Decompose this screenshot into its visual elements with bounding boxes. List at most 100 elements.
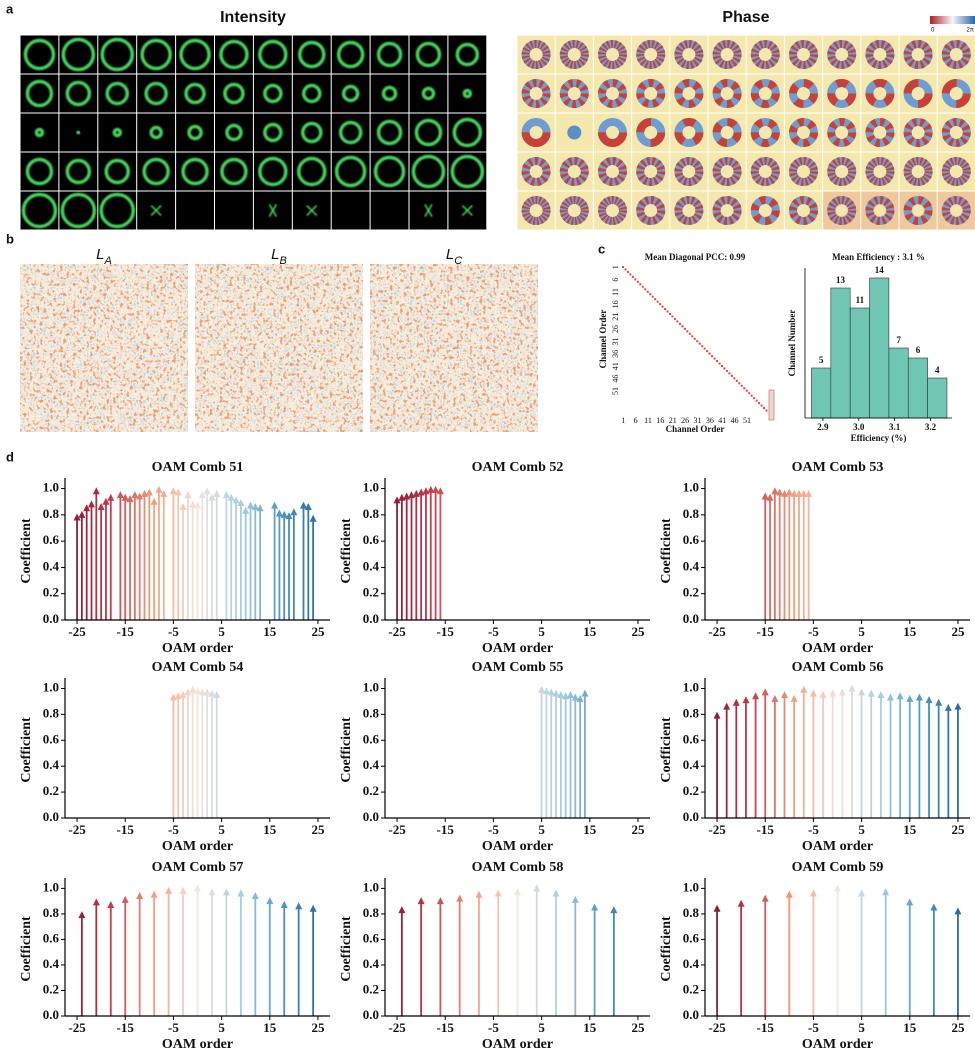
heatmap-diagonal-cell — [693, 337, 696, 340]
intensity-cell — [98, 35, 137, 74]
y-axis-label: Channel Order — [598, 310, 608, 369]
stem-marker — [203, 487, 211, 495]
stem-marker — [198, 688, 206, 696]
intensity-ring — [455, 42, 480, 67]
colorbar-label: 2π — [967, 28, 974, 34]
x-tick-label: 5 — [218, 1020, 225, 1035]
mask-title-sub: B — [280, 255, 287, 267]
intensity-ring — [301, 121, 323, 144]
stem-marker — [713, 711, 721, 719]
stem-marker — [944, 703, 952, 711]
intensity-cell — [370, 35, 409, 74]
mask-texture — [370, 264, 538, 432]
y-tick-label: 0.0 — [363, 1007, 379, 1022]
stem-marker — [107, 493, 115, 501]
x-tick-label: -15 — [757, 624, 775, 639]
phase-ring — [750, 157, 780, 186]
phase-ring — [521, 196, 551, 225]
y-axis-label: Coefficient — [339, 916, 354, 982]
phase-core — [645, 88, 657, 99]
phase-ring — [712, 118, 742, 147]
stem-marker — [848, 684, 856, 692]
intensity-ring — [297, 156, 327, 187]
x-tick-label: -25 — [708, 1020, 726, 1035]
stem-marker — [576, 694, 584, 702]
heatmap-diagonal-cell — [733, 377, 736, 380]
intensity-lobe — [461, 204, 473, 217]
panel-title: Intensity — [220, 9, 286, 26]
phase-core — [721, 49, 733, 60]
heatmap-diagonal-cell — [626, 270, 629, 273]
heatmap-diagonal-cell — [664, 308, 667, 311]
y-tick-label: 0.8 — [43, 705, 60, 720]
stem-marker — [737, 899, 745, 907]
stem-marker — [184, 688, 192, 696]
heatmap-diagonal-cell — [735, 379, 738, 382]
stem-marker — [169, 487, 177, 495]
stem-marker — [882, 888, 890, 896]
intensity-cell — [370, 74, 409, 113]
stem-marker — [179, 886, 187, 894]
stem-marker — [92, 487, 100, 495]
intensity-ring — [225, 123, 243, 142]
phase-core — [874, 166, 886, 177]
stem-marker — [776, 488, 784, 496]
phase-core — [530, 166, 542, 177]
stem-marker — [432, 485, 440, 493]
stem-marker — [723, 702, 731, 710]
stem-marker — [126, 495, 134, 503]
phase-ring — [598, 118, 627, 147]
phase-core — [530, 127, 542, 138]
phase-ring — [521, 118, 551, 147]
stem-marker — [829, 689, 837, 697]
stem-marker — [165, 886, 173, 894]
histogram-bar — [849, 307, 870, 419]
heatmap-diagonal-cell — [641, 285, 644, 288]
stem-marker — [300, 501, 307, 509]
intensity-cell — [409, 35, 448, 74]
stem-marker — [150, 497, 158, 505]
phase-ring — [750, 79, 780, 108]
x-tick-label: -5 — [488, 1020, 499, 1035]
stem-marker — [858, 688, 866, 696]
x-tick-label: -5 — [808, 1020, 819, 1035]
phase-ring — [559, 79, 589, 108]
intensity-cell — [137, 113, 176, 152]
x-tick-label: -25 — [68, 624, 86, 639]
intensity-cell — [409, 74, 448, 113]
data-label: 11 — [856, 295, 865, 305]
stem-marker — [761, 492, 769, 500]
y-tick-label: 1 — [611, 265, 620, 269]
stem-marker — [761, 894, 769, 902]
x-tick-label: 15 — [263, 822, 277, 837]
stem-marker — [393, 496, 401, 504]
phase-ring — [827, 40, 857, 69]
y-tick-label: 0.4 — [43, 956, 60, 971]
panel-label: b — [6, 231, 14, 246]
stem-marker — [867, 689, 875, 697]
x-tick-label: -25 — [68, 1020, 86, 1035]
phase-ring — [789, 157, 818, 186]
x-tick-label: 5 — [538, 1020, 545, 1035]
stem-marker — [155, 485, 163, 493]
y-tick-label: 0.2 — [43, 783, 59, 798]
y-tick-label: 0.0 — [683, 611, 699, 626]
y-tick-label: 0.6 — [363, 532, 380, 547]
stem-marker — [107, 900, 115, 908]
phase-ring — [827, 196, 857, 225]
panel-b-images: LA LB LC — [20, 246, 538, 432]
intensity-cell — [20, 113, 59, 152]
intensity-ring — [381, 85, 398, 102]
y-tick-label: 0.4 — [683, 558, 700, 573]
phase-core — [683, 205, 695, 216]
stem-marker — [179, 690, 187, 698]
y-tick-label: 6 — [611, 278, 620, 282]
y-tick-label: 0.0 — [683, 809, 699, 824]
x-tick-label: -25 — [388, 624, 406, 639]
phase-core — [836, 166, 848, 177]
data-label: 6 — [916, 345, 921, 355]
intensity-ring — [184, 82, 206, 105]
stem-marker — [203, 688, 211, 696]
stem-marker — [610, 906, 618, 914]
